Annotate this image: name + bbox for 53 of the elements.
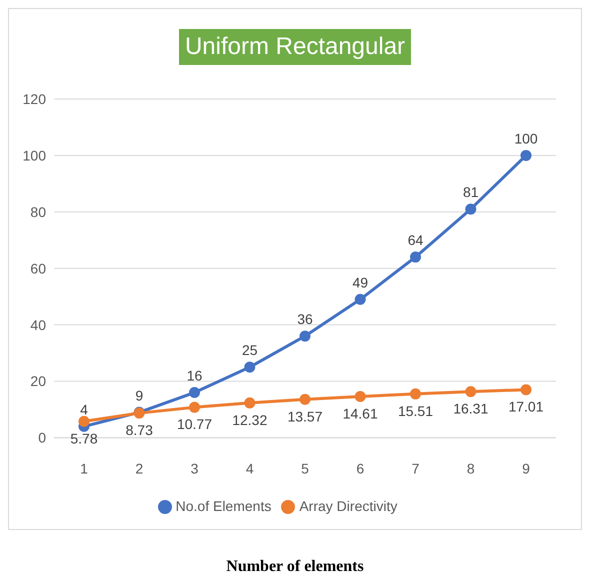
point bbox=[189, 402, 200, 413]
point bbox=[520, 150, 532, 161]
point bbox=[465, 386, 476, 398]
data-label: 17.01 bbox=[508, 398, 544, 415]
point bbox=[520, 384, 532, 396]
y-tick-label: 100 bbox=[22, 147, 46, 164]
point bbox=[410, 252, 421, 263]
point bbox=[300, 394, 310, 405]
point bbox=[189, 387, 200, 398]
data-label: 81 bbox=[462, 184, 479, 200]
data-label: 10.77 bbox=[176, 416, 212, 432]
data-label: 8.73 bbox=[126, 422, 154, 438]
x-tick-label: 3 bbox=[190, 460, 199, 477]
data-label: 16.31 bbox=[453, 400, 488, 417]
x-tick-label: 6 bbox=[356, 460, 364, 477]
legend-label: No.of Elements bbox=[176, 498, 272, 514]
point bbox=[410, 388, 421, 400]
data-label: 13.57 bbox=[287, 408, 323, 424]
data-label: 15.51 bbox=[398, 402, 434, 419]
data-label: 25 bbox=[242, 342, 258, 358]
y-tick-label: 120 bbox=[22, 90, 46, 107]
point bbox=[300, 330, 310, 342]
data-label: 16 bbox=[186, 368, 202, 384]
y-tick-label: 0 bbox=[38, 430, 46, 446]
y-tick-label: 80 bbox=[30, 204, 46, 220]
point bbox=[465, 204, 476, 215]
data-label: 4 bbox=[80, 401, 88, 418]
chart-title: Uniform Rectangular bbox=[178, 29, 412, 65]
x-tick-label: 9 bbox=[522, 460, 530, 477]
x-tick-label: 4 bbox=[246, 460, 254, 477]
y-tick-label: 60 bbox=[30, 260, 46, 276]
data-label: 49 bbox=[352, 274, 368, 290]
legend-label: Array Directivity bbox=[299, 498, 398, 514]
data-label: 5.78 bbox=[70, 430, 98, 446]
data-label: 14.61 bbox=[342, 405, 378, 422]
point bbox=[244, 362, 256, 373]
data-label: 36 bbox=[297, 311, 313, 328]
y-tick-label: 40 bbox=[30, 316, 46, 333]
point bbox=[354, 390, 366, 402]
x-tick-label: 8 bbox=[466, 460, 475, 477]
point bbox=[244, 397, 256, 408]
x-tick-label: 1 bbox=[80, 460, 88, 477]
text: Number of elements bbox=[225, 558, 365, 576]
x-tick-label: 7 bbox=[412, 460, 420, 477]
data-label: 64 bbox=[408, 232, 424, 248]
x-tick-label: 2 bbox=[135, 460, 144, 477]
point bbox=[354, 294, 366, 305]
data-label: 9 bbox=[135, 387, 144, 404]
x-tick-label: 5 bbox=[301, 460, 310, 477]
data-label: 12.32 bbox=[232, 412, 268, 428]
point bbox=[78, 416, 90, 427]
y-tick-label: 20 bbox=[30, 373, 46, 390]
data-label: 100 bbox=[514, 130, 538, 146]
